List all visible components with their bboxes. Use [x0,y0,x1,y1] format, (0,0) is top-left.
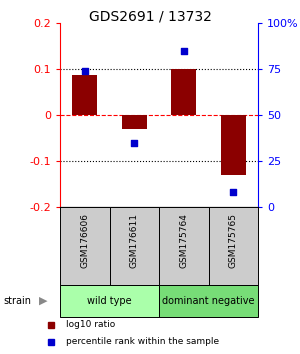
Text: GSM175765: GSM175765 [229,213,238,268]
Point [82,68,87,74]
Point [132,140,137,145]
Text: ▶: ▶ [39,296,47,306]
Bar [159,285,258,317]
Text: log10 ratio: log10 ratio [66,320,116,329]
Point [182,48,186,53]
Text: GSM175764: GSM175764 [179,213,188,268]
Bar [171,69,196,115]
Text: percentile rank within the sample: percentile rank within the sample [66,337,219,346]
Text: dominant negative: dominant negative [162,296,255,306]
Text: GSM176611: GSM176611 [130,213,139,268]
Text: wild type: wild type [87,296,132,306]
Text: strain: strain [3,296,31,306]
Bar [159,207,208,285]
Bar [122,115,147,129]
Bar [60,285,159,317]
Bar [72,75,97,115]
Text: GSM176606: GSM176606 [80,213,89,268]
Point [231,189,236,195]
Text: GDS2691 / 13732: GDS2691 / 13732 [88,10,212,24]
Bar [110,207,159,285]
Bar [208,207,258,285]
Bar [60,207,110,285]
Bar [221,115,246,175]
